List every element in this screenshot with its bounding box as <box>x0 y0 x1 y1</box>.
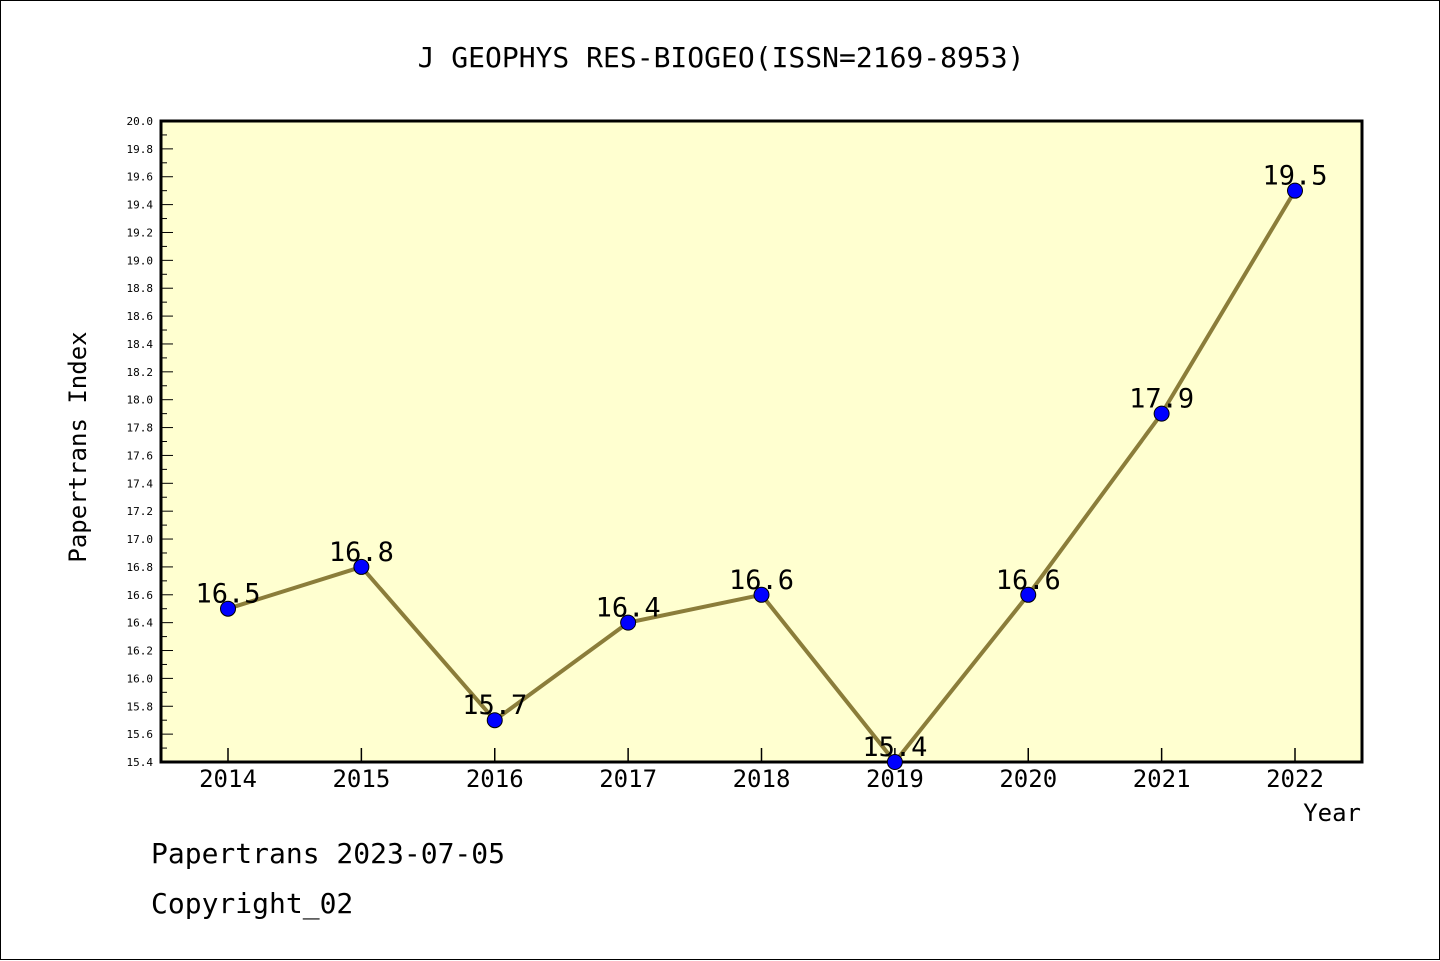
data-point-marker <box>1020 586 1037 603</box>
x-tick-label: 2020 <box>999 765 1057 793</box>
chart-title: J GEOPHYS RES-BIOGEO(ISSN=2169-8953) <box>418 41 1025 74</box>
y-tick-label: 19.0 <box>127 254 154 267</box>
y-tick-label: 18.2 <box>127 366 154 379</box>
data-label: 17.9 <box>1129 384 1194 415</box>
x-axis: 2014 2015 2016 2017 2018 2019 2020 2021 2022 <box>199 748 1324 793</box>
y-tick-label: 15.4 <box>127 756 154 769</box>
y-tick-label: 19.4 <box>127 199 154 212</box>
data-point-marker <box>753 586 770 603</box>
y-tick-label: 19.8 <box>127 143 154 156</box>
y-axis-label: Papertrans Index <box>64 331 92 562</box>
data-point-marker <box>353 558 370 575</box>
data-point-marker <box>886 754 903 770</box>
y-tick-label: 18.8 <box>127 282 154 295</box>
y-tick-label: 16.4 <box>127 617 154 630</box>
y-tick-label: 18.4 <box>127 338 154 351</box>
data-point-marker <box>1287 182 1303 199</box>
y-tick-label: 19.2 <box>127 226 154 239</box>
y-axis: 15.4 15.6 15.8 16.0 16.2 16.4 16.6 16.8 17.0 17.2… <box>127 115 173 769</box>
data-label: 16.8 <box>329 537 394 568</box>
series-line-group: 16.5 16.8 15.7 16.4 16.6 15.4 16.6 17.9 19.5 <box>195 161 1328 770</box>
x-tick-label: 2015 <box>332 765 390 793</box>
y-tick-label: 17.6 <box>127 449 154 462</box>
x-tick-label: 2018 <box>733 765 791 793</box>
y-tick-label: 15.6 <box>127 728 154 741</box>
y-tick-label: 17.2 <box>127 505 154 518</box>
y-tick-label: 16.2 <box>127 645 154 658</box>
y-tick-label: 16.0 <box>127 672 154 685</box>
y-tick-label: 18.0 <box>127 394 154 407</box>
y-tick-label: 19.6 <box>127 171 154 184</box>
data-label: 15.4 <box>862 732 927 763</box>
data-label: 16.6 <box>996 565 1061 596</box>
data-point-marker <box>620 614 637 631</box>
y-tick-label: 17.8 <box>127 422 154 435</box>
x-tick-label: 2022 <box>1266 765 1324 793</box>
y-tick-label: 16.8 <box>127 561 154 574</box>
x-tick-label: 2021 <box>1133 765 1191 793</box>
x-tick-label: 2014 <box>199 765 257 793</box>
y-tick-label: 17.4 <box>127 477 154 490</box>
data-label: 19.5 <box>1262 161 1327 192</box>
y-tick-label: 16.6 <box>127 589 154 602</box>
y-tick-label: 17.0 <box>127 533 154 546</box>
data-point-marker <box>220 600 236 617</box>
y-tick-label: 15.8 <box>127 700 154 713</box>
footer-date-text: Papertrans 2023-07-05 <box>151 837 506 870</box>
data-label: 15.7 <box>462 690 527 721</box>
data-label: 16.4 <box>596 593 661 624</box>
x-tick-label: 2016 <box>466 765 524 793</box>
y-tick-label: 20.0 <box>127 115 154 128</box>
data-label: 16.6 <box>729 565 794 596</box>
footer-copyright-text: Copyright_02 <box>151 887 354 920</box>
data-label: 16.5 <box>195 579 260 610</box>
data-point-marker <box>486 712 503 729</box>
x-tick-label: 2017 <box>599 765 657 793</box>
data-point-marker <box>1153 405 1170 422</box>
plot-area <box>159 119 1364 764</box>
y-tick-label: 18.6 <box>127 310 154 323</box>
x-axis-label: Year <box>1303 799 1361 827</box>
